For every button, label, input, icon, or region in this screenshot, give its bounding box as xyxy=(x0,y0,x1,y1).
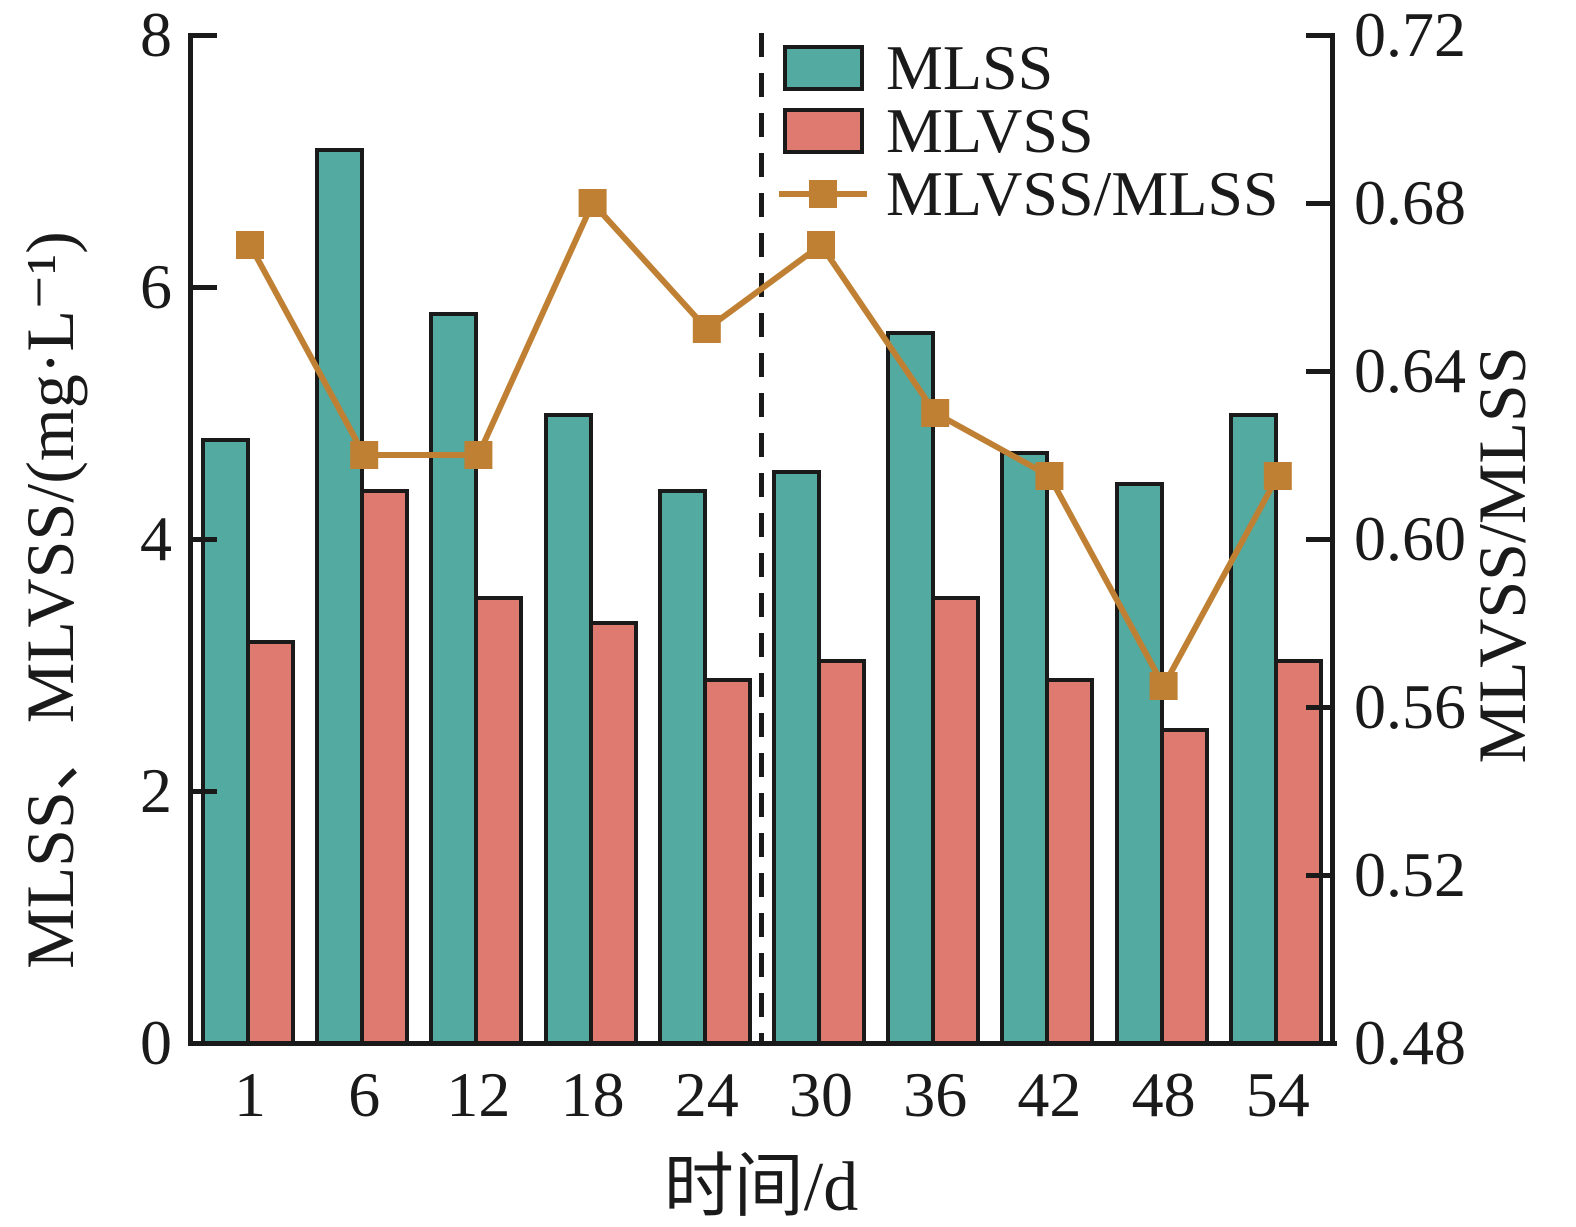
bar-mlss-36 xyxy=(886,331,936,1045)
right-tick-label-0.52: 0.52 xyxy=(1354,839,1466,910)
left-tick-0 xyxy=(193,1041,217,1046)
left-tick-label-0: 0 xyxy=(140,1007,172,1078)
bar-mlvss-1 xyxy=(246,639,295,1045)
x-tick-label-48: 48 xyxy=(1131,1059,1196,1130)
bar-mlss-54 xyxy=(1228,413,1278,1045)
x-axis-line xyxy=(188,1041,1337,1046)
bar-mlss-24 xyxy=(657,488,707,1045)
left-tick-4 xyxy=(193,537,217,542)
legend-label-ratio: MLVSS/MLSS xyxy=(886,158,1279,229)
bar-mlvss-24 xyxy=(702,677,752,1045)
x-tick-label-12: 12 xyxy=(446,1059,511,1130)
bar-mlvss-30 xyxy=(817,658,866,1045)
left-tick-label-6: 6 xyxy=(140,251,172,322)
x-tick-label-36: 36 xyxy=(903,1059,968,1130)
bar-mlvss-48 xyxy=(1159,728,1209,1045)
x-tick-label-18: 18 xyxy=(560,1059,625,1130)
bar-mlvss-12 xyxy=(474,595,524,1045)
right-tick-label-0.72: 0.72 xyxy=(1354,0,1466,70)
bar-mlvss-54 xyxy=(1273,658,1323,1045)
right-tick-0.60 xyxy=(1306,537,1330,542)
bar-mlss-6 xyxy=(315,148,365,1045)
bar-mlss-1 xyxy=(201,438,250,1045)
left-tick-label-2: 2 xyxy=(140,755,172,826)
right-tick-0.56 xyxy=(1306,705,1330,710)
ratio-marker-24 xyxy=(692,315,721,343)
left-y-axis-title: MLSS、MLVSS/(mg·L⁻¹) xyxy=(12,231,88,969)
mlvss-bar-swatch-icon xyxy=(783,107,864,154)
bar-mlss-42 xyxy=(1000,450,1050,1045)
bar-mlvss-18 xyxy=(588,620,638,1045)
x-tick-label-1: 1 xyxy=(234,1059,266,1130)
bar-mlss-18 xyxy=(543,413,593,1045)
left-y-axis-line xyxy=(188,33,193,1046)
right-tick-label-0.68: 0.68 xyxy=(1354,167,1466,238)
legend-item-mlvss: MLVSS xyxy=(783,95,1279,166)
right-tick-0.64 xyxy=(1306,369,1330,374)
bar-mlss-12 xyxy=(429,312,479,1045)
right-tick-0.72 xyxy=(1306,33,1330,38)
ratio-marker-1 xyxy=(236,231,264,259)
phase-divider-dashed-line xyxy=(759,33,764,1043)
ratio-marker-18 xyxy=(578,189,607,217)
square-marker-icon xyxy=(809,179,837,208)
x-tick-label-6: 6 xyxy=(348,1059,381,1130)
left-tick-label-8: 8 xyxy=(140,0,172,70)
legend-item-mlss: MLSS xyxy=(783,32,1279,103)
bar-mlvss-42 xyxy=(1045,677,1095,1045)
x-tick-label-24: 24 xyxy=(674,1059,739,1130)
right-tick-0.48 xyxy=(1306,1041,1330,1046)
bar-mlvss-6 xyxy=(360,488,410,1045)
right-tick-label-0.48: 0.48 xyxy=(1354,1007,1466,1078)
bar-mlss-48 xyxy=(1114,482,1164,1045)
legend: MLSS MLVSS MLVSS/MLSS xyxy=(779,32,1279,229)
x-tick-label-30: 30 xyxy=(789,1059,853,1130)
right-tick-0.52 xyxy=(1306,873,1330,878)
ratio-marker-30 xyxy=(807,231,835,259)
right-tick-label-0.56: 0.56 xyxy=(1354,671,1466,742)
bar-mlss-30 xyxy=(772,469,821,1045)
x-tick-label-54: 54 xyxy=(1245,1059,1310,1130)
left-tick-2 xyxy=(193,789,217,794)
legend-label-mlvss: MLVSS xyxy=(886,95,1094,166)
left-tick-label-4: 4 xyxy=(140,503,172,574)
x-tick-label-42: 42 xyxy=(1017,1059,1082,1130)
legend-item-ratio: MLVSS/MLSS xyxy=(779,158,1279,229)
mlss-bar-swatch-icon xyxy=(783,44,864,91)
left-tick-6 xyxy=(193,285,217,290)
right-tick-0.68 xyxy=(1306,201,1330,206)
x-axis-title: 时间/d xyxy=(663,1149,859,1226)
left-tick-8 xyxy=(193,33,217,38)
legend-label-mlss: MLSS xyxy=(886,32,1054,103)
right-tick-label-0.64: 0.64 xyxy=(1354,335,1466,406)
ratio-line-sample-icon xyxy=(779,179,867,208)
bar-mlvss-36 xyxy=(931,595,981,1045)
right-y-axis-line xyxy=(1330,33,1335,1046)
right-tick-label-0.60: 0.60 xyxy=(1354,503,1466,574)
